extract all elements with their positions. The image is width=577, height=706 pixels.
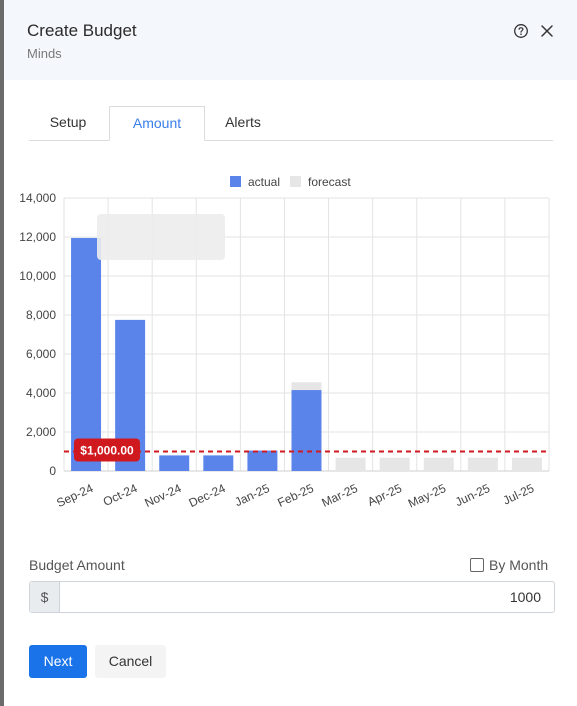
y-tick-label: 0 (49, 464, 56, 478)
currency-prefix: $ (30, 582, 60, 612)
actual-bar (247, 450, 278, 471)
y-tick-label: 2,000 (26, 425, 56, 439)
x-tick-label: Jun-25 (453, 481, 492, 509)
legend-swatch-forecast (290, 176, 301, 187)
tooltip-placeholder (97, 214, 225, 260)
legend-label-forecast: forecast (308, 175, 351, 189)
y-tick-label: 12,000 (19, 230, 56, 244)
forecast-bar (335, 457, 366, 471)
forecast-bar (467, 457, 498, 471)
x-tick-label: Nov-24 (143, 481, 184, 510)
budget-chart: 0 2,000 4,000 6,000 8,000 10,000 12,000 14,000 S… (19, 175, 550, 511)
budget-amount-label: Budget Amount (29, 557, 125, 573)
budget-amount-input[interactable] (60, 582, 541, 612)
x-tick-label: Dec-24 (187, 481, 228, 510)
x-tick-label: Apr-25 (365, 481, 404, 509)
y-tick-label: 10,000 (19, 269, 56, 283)
y-tick-label: 8,000 (26, 308, 56, 322)
tab-amount[interactable]: Amount (109, 106, 205, 141)
legend-label-actual: actual (248, 175, 280, 189)
create-budget-dialog: Create Budget Minds Setup Amount Alerts … (4, 0, 577, 706)
actual-bar (159, 455, 190, 471)
legend-swatch-actual (230, 176, 241, 187)
actual-bar (71, 237, 102, 471)
forecast-bar (379, 457, 410, 471)
x-tick-label: Mar-25 (319, 481, 360, 510)
cancel-button[interactable]: Cancel (95, 645, 166, 678)
y-tick-label: 6,000 (26, 347, 56, 361)
x-tick-label: Feb-25 (275, 481, 316, 510)
actual-bar (291, 390, 322, 471)
dialog-header: Create Budget Minds (4, 0, 577, 80)
threshold-label: $1,000.00 (80, 444, 134, 458)
close-icon[interactable] (539, 23, 555, 39)
help-circle-icon[interactable] (513, 23, 529, 39)
actual-bar (203, 455, 234, 471)
by-month-label: By Month (489, 557, 549, 573)
x-tick-label: Sep-24 (54, 481, 95, 510)
x-tick-label: Jul-25 (501, 481, 537, 508)
x-tick-label: Oct-24 (101, 481, 140, 509)
y-tick-label: 14,000 (19, 191, 56, 205)
y-tick-label: 4,000 (26, 386, 56, 400)
forecast-bar (423, 457, 454, 471)
budget-amount-group: $ (29, 581, 555, 613)
next-button[interactable]: Next (29, 645, 87, 678)
x-tick-label: May-25 (406, 481, 448, 511)
tab-setup[interactable]: Setup (49, 114, 87, 130)
dialog-title: Create Budget (27, 21, 137, 40)
tab-bar: Setup Amount Alerts (29, 106, 553, 141)
x-tick-label: Jan-25 (232, 481, 271, 509)
forecast-bar (511, 457, 542, 471)
threshold-label-box (74, 438, 140, 462)
tab-alerts[interactable]: Alerts (225, 114, 261, 130)
by-month-checkbox[interactable] (470, 558, 484, 572)
dialog-subtitle: Minds (27, 46, 62, 61)
